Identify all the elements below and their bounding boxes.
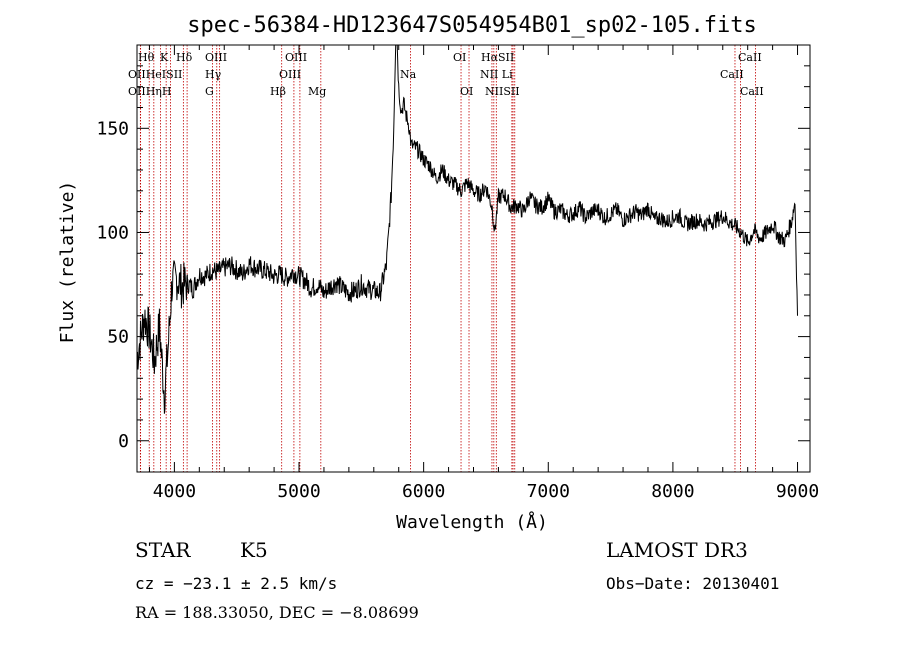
line-label-row3-3: Mg [308,85,326,98]
line-label-row2-0: OIIHeISII [128,68,182,81]
observation-date: Obs−Date: 20130401 [606,574,780,593]
line-label-row1-4: OIII [285,51,307,64]
line-label-row2-4: NII Li [480,68,513,81]
x-tick-label: 6000 [402,481,445,502]
y-axis-label: Flux (relative) [57,181,78,344]
line-label-row1-7: CaII [738,51,762,64]
line-label-row1-3: OIII [205,51,227,64]
survey-name: LAMOST DR3 [606,538,748,562]
x-tick-label: 8000 [651,481,694,502]
line-label-row3-5: NIISII [485,85,520,98]
line-label-row2-1: Hγ [205,68,222,81]
axis-ticks: 4000 5000 6000 7000 8000 9000 0 50 100 150 [96,45,819,502]
x-tick-label: 7000 [527,481,570,502]
plot-frame [136,44,811,473]
x-axis-label: Wavelength (Å) [396,511,548,533]
line-label-row2-2: OIII [279,68,301,81]
line-label-row3-0: OIIHηH [128,85,171,98]
redshift-cz: cz = −23.1 ± 2.5 km/s [135,574,338,593]
y-tick-label: 50 [107,327,129,348]
y-tick-label: 0 [118,431,129,452]
line-label-row1-5: OI [453,51,466,64]
spectral-line-labels: Hθ K Hδ OIII OIII OI HαSII CaII OIIHeISII Hγ OIII N… [128,51,764,98]
line-label-row1-1: K [160,51,169,64]
chart-title: spec-56384-HD123647S054954B01_sp02-105.f… [187,13,757,38]
object-subclass: K5 [240,538,268,562]
x-tick-label: 9000 [776,481,819,502]
coordinates: RA = 188.33050, DEC = −8.08699 [135,603,419,622]
line-label-row3-6: CaII [740,85,764,98]
line-label-row2-3: Na [400,68,417,81]
object-class: STAR [135,538,191,562]
line-label-row3-4: OI [460,85,473,98]
line-label-row1-2: Hδ [176,51,193,64]
line-label-row1-6: HαSII [481,51,514,64]
line-label-row3-1: G [205,85,214,98]
line-label-row2-5: CaII [720,68,744,81]
x-tick-label: 5000 [277,481,320,502]
y-tick-label: 100 [96,222,129,243]
line-label-row3-2: Hβ [270,85,286,98]
x-tick-label: 4000 [153,481,196,502]
spectrum-series-line [136,44,798,414]
spectral-line-markers [139,45,756,472]
y-tick-label: 150 [96,118,129,139]
line-label-row1-0: Hθ [138,51,155,64]
